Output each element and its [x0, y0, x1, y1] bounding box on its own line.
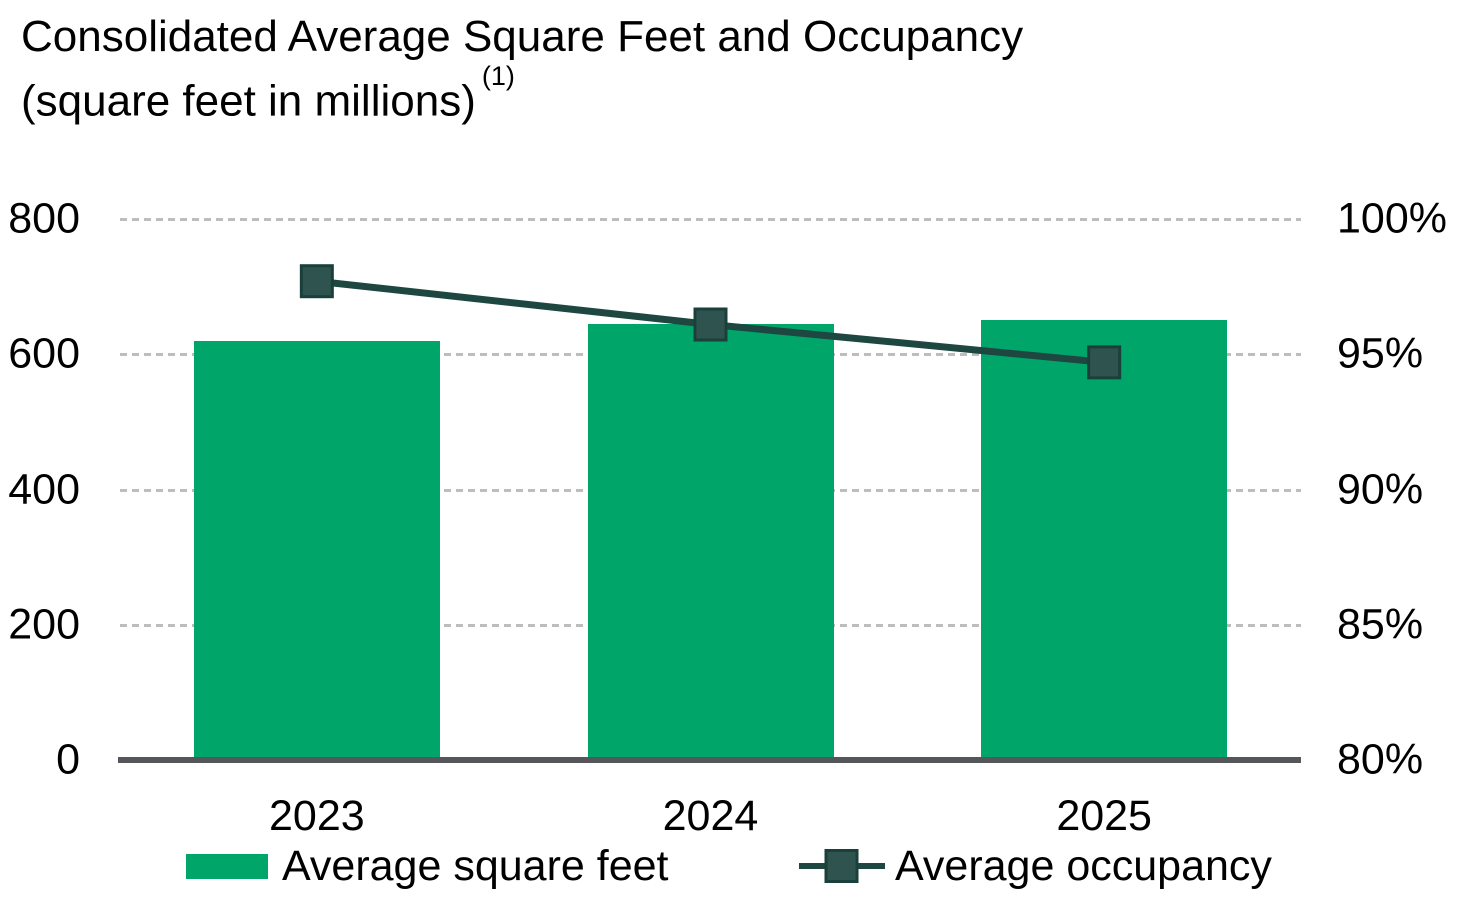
chart-title-line1: Consolidated Average Square Feet and Occ…	[21, 12, 1024, 61]
line-legend-marker-icon	[799, 849, 885, 883]
left-axis-tick-label: 200	[8, 600, 80, 649]
bar-2023	[193, 340, 440, 757]
occupancy-marker-2025	[1087, 345, 1122, 380]
chart-title-line2: (square feet in millions)(1)	[21, 61, 1023, 129]
right-axis-tick-label: 90%	[1337, 465, 1424, 513]
x-axis-label-2025: 2025	[1056, 792, 1152, 840]
left-axis-tick-label: 600	[8, 329, 80, 378]
bar-legend-swatch-icon	[186, 853, 268, 879]
left-axis-tick-label: 400	[8, 465, 80, 513]
chart-subtitle: (square feet in millions)	[21, 76, 476, 126]
right-axis-tick-label: 85%	[1337, 600, 1424, 649]
occupancy-marker-2024	[693, 307, 728, 342]
right-axis-tick-label: 80%	[1337, 735, 1424, 784]
footnote-marker: (1)	[481, 61, 515, 91]
x-axis-label-2024: 2024	[662, 792, 759, 840]
x-axis-line	[118, 757, 1301, 763]
legend-item-average-square-feet: Average square feet	[186, 842, 668, 890]
left-axis-tick-label: 800	[8, 194, 80, 243]
gridline	[120, 218, 1301, 221]
legend-label-average-occupancy: Average occupancy	[895, 841, 1272, 890]
occupancy-marker-2023	[299, 264, 334, 299]
chart-title: Consolidated Average Square Feet and Occ…	[21, 10, 1023, 129]
bar-2025	[981, 320, 1228, 757]
bar-2024	[587, 323, 834, 757]
right-axis-tick-label: 100%	[1337, 194, 1447, 243]
x-axis-label-2023: 2023	[268, 792, 365, 840]
legend-item-average-occupancy: Average occupancy	[797, 842, 1272, 890]
left-axis-tick-label: 0	[56, 735, 80, 784]
right-axis-tick-label: 95%	[1337, 329, 1424, 378]
legend-label-average-square-feet: Average square feet	[282, 841, 669, 890]
